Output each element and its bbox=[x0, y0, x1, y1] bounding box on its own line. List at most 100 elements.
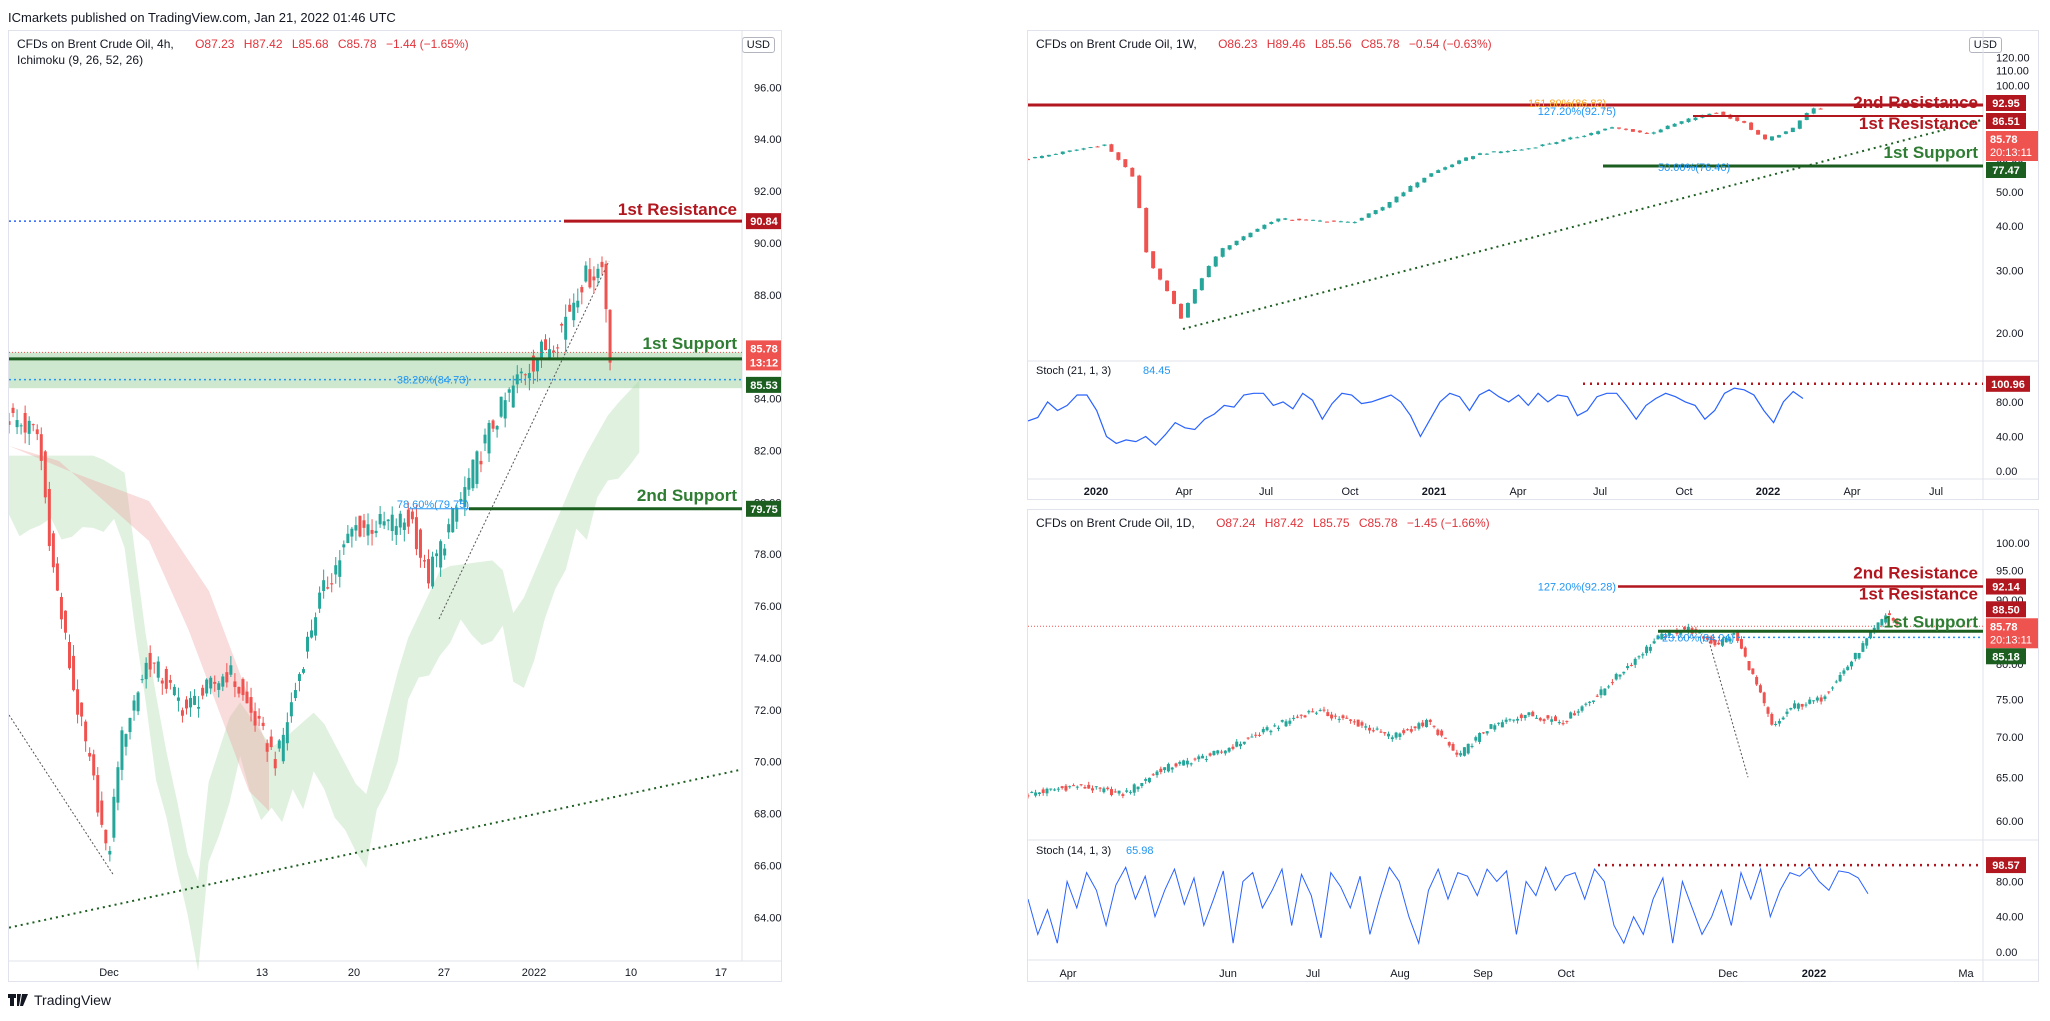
daily-candle bbox=[1504, 719, 1508, 722]
tradingview-footer[interactable]: TradingView bbox=[8, 992, 111, 1008]
daily-candle bbox=[1432, 725, 1436, 727]
4h-candle bbox=[495, 425, 499, 430]
chart-4h-pane[interactable]: CFDs on Brent Crude Oil, 4h, O87.23 H87.… bbox=[8, 30, 782, 982]
daily-candle bbox=[1421, 722, 1425, 727]
4h-candle bbox=[439, 541, 443, 568]
x-tick-weekly: Jul bbox=[1259, 486, 1273, 498]
daily-candle bbox=[1667, 630, 1671, 636]
weekly-candle bbox=[1311, 219, 1316, 221]
daily-candle bbox=[1068, 786, 1072, 788]
y-tick-weekly: 50.00 bbox=[1996, 187, 2024, 199]
daily-candle bbox=[1895, 620, 1899, 625]
4h-candle bbox=[479, 460, 483, 465]
daily-candle bbox=[1686, 626, 1690, 632]
daily-fib-236: 23.60%(84.04) bbox=[1662, 632, 1734, 644]
weekly-candle bbox=[1276, 218, 1281, 222]
daily-candle bbox=[1117, 790, 1121, 794]
currency-badge-weekly[interactable]: USD bbox=[1968, 37, 2002, 53]
daily-candle bbox=[1314, 712, 1318, 714]
weekly-candle bbox=[1192, 289, 1197, 304]
low-value-4h: L85.68 bbox=[291, 37, 329, 51]
x-tick-4h: 2022 bbox=[522, 967, 546, 979]
chart-daily-pane[interactable]: CFDs on Brent Crude Oil, 1D, O87.24 H87.… bbox=[1027, 509, 2039, 982]
weekly-stoch-line bbox=[1028, 387, 1804, 446]
daily-candle bbox=[1493, 725, 1497, 730]
y-tick-weekly: 110.00 bbox=[1996, 66, 2029, 78]
daily-candle bbox=[1614, 674, 1618, 680]
4h-candle bbox=[378, 514, 382, 525]
4h-candle bbox=[604, 263, 608, 310]
daily-candle bbox=[1064, 785, 1068, 791]
daily-candle bbox=[1565, 720, 1569, 722]
4h-candle bbox=[370, 529, 374, 534]
daily-candle bbox=[1341, 715, 1345, 719]
daily-stoch-label: Stoch (14, 1, 3) bbox=[1036, 845, 1111, 857]
4h-candle bbox=[285, 722, 289, 744]
weekly-candle bbox=[1790, 127, 1795, 133]
daily-candle bbox=[1189, 763, 1193, 765]
currency-badge-4h[interactable]: USD bbox=[741, 37, 775, 53]
4h-candle bbox=[564, 316, 568, 340]
4h-candle bbox=[455, 507, 459, 522]
daily-candle bbox=[1368, 727, 1372, 731]
daily-candle bbox=[1546, 715, 1550, 719]
4h-candle bbox=[124, 734, 128, 747]
daily-candle bbox=[1572, 713, 1576, 716]
4h-candle bbox=[427, 559, 431, 584]
symbol-title-4h: CFDs on Brent Crude Oil, 4h, bbox=[17, 37, 174, 51]
weekly-candle bbox=[1158, 268, 1163, 280]
x-tick-weekly: Oct bbox=[1675, 486, 1692, 498]
daily-candle bbox=[1398, 733, 1402, 737]
weekly-candle bbox=[1756, 130, 1761, 135]
daily-candle bbox=[1273, 725, 1277, 727]
4h-candle bbox=[47, 488, 51, 547]
weekly-candle bbox=[1206, 265, 1211, 278]
4h-candle bbox=[180, 710, 184, 716]
weekly-first-support-tag-bg bbox=[1986, 162, 2026, 178]
current-price-tag-bg bbox=[746, 340, 781, 357]
weekly-candle bbox=[1714, 112, 1719, 114]
daily-candle bbox=[1379, 731, 1383, 733]
y-tick-weekly: 120.00 bbox=[1996, 52, 2030, 64]
daily-candle bbox=[1751, 668, 1755, 674]
daily-candle bbox=[1140, 783, 1144, 787]
daily-candle bbox=[1834, 681, 1838, 683]
weekly-candle bbox=[1540, 144, 1545, 147]
weekly-candle bbox=[1735, 117, 1740, 121]
daily-candle bbox=[1132, 784, 1136, 793]
4h-candle bbox=[350, 528, 354, 537]
first-support-tag: 85.53 bbox=[750, 380, 778, 392]
daily-fib-anchor bbox=[1707, 637, 1749, 778]
daily-candle bbox=[1254, 734, 1258, 736]
4h-candle bbox=[576, 300, 580, 308]
weekly-second-resistance-tag: 92.95 bbox=[1992, 98, 2020, 110]
weekly-stoch-max-tag: 100.96 bbox=[1991, 379, 2025, 391]
4h-candle bbox=[483, 434, 487, 444]
weekly-first-support-label: 1st Support bbox=[1884, 143, 1979, 162]
weekly-candle bbox=[1498, 151, 1503, 154]
daily-candle bbox=[1709, 636, 1713, 644]
daily-candle bbox=[1815, 697, 1819, 701]
4h-candle bbox=[96, 775, 100, 813]
x-tick-4h: 13 bbox=[256, 967, 268, 979]
x-tick-weekly: Oct bbox=[1341, 486, 1358, 498]
daily-candle bbox=[1041, 789, 1045, 794]
4h-candle bbox=[431, 556, 435, 587]
x-tick-daily: Apr bbox=[1059, 968, 1076, 980]
daily-candle bbox=[1656, 635, 1660, 640]
x-tick-4h: 10 bbox=[625, 967, 637, 979]
4h-candle bbox=[84, 721, 88, 742]
first-resistance-label: 1st Resistance bbox=[618, 200, 737, 219]
weekly-candle bbox=[1151, 251, 1156, 269]
4h-candle bbox=[55, 563, 59, 591]
4h-candle bbox=[136, 692, 140, 712]
change-value-4h: −1.44 (−1.65%) bbox=[385, 37, 469, 51]
daily-candle bbox=[1660, 633, 1664, 640]
weekly-candle bbox=[1533, 147, 1538, 149]
chart-weekly-pane[interactable]: CFDs on Brent Crude Oil, 1W, O86.23 H89.… bbox=[1027, 30, 2039, 500]
4h-candle bbox=[507, 389, 511, 393]
weekly-stoch-tick: 0.00 bbox=[1996, 466, 2017, 478]
4h-candle bbox=[168, 680, 172, 683]
daily-candle bbox=[1212, 750, 1216, 755]
daily-candle bbox=[1550, 719, 1554, 722]
